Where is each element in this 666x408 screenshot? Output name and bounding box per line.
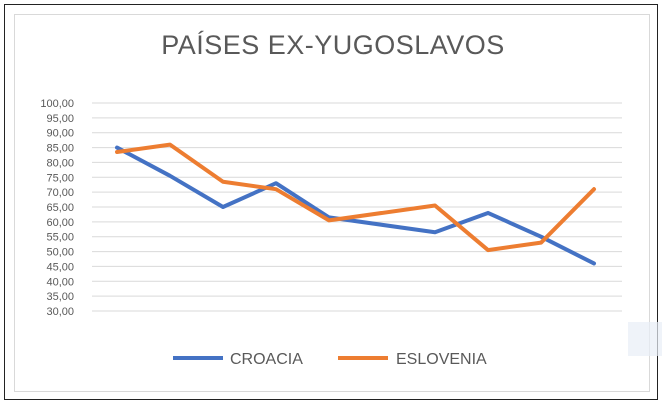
y-tick-label: 100,00 — [40, 98, 74, 110]
y-tick-label: 55,00 — [46, 232, 74, 244]
legend-label: CROACIA — [230, 351, 303, 368]
chart-frame — [4, 4, 658, 400]
y-tick-label: 45,00 — [46, 261, 74, 273]
y-tick-label: 80,00 — [46, 157, 74, 169]
legend-item-croacia: CROACIA — [173, 351, 303, 368]
legend: CROACIA ESLOVENIA — [173, 351, 487, 368]
y-tick-label: 65,00 — [46, 202, 74, 214]
chart-title: PAÍSES EX-YUGOSLAVOS — [161, 30, 505, 60]
y-axis-tick-labels: 100,00 95,00 90,00 85,00 80,00 75,00 70,00 65,0… — [40, 98, 74, 318]
y-tick-label: 95,00 — [46, 113, 74, 125]
legend-item-eslovenia: ESLOVENIA — [338, 351, 487, 368]
y-tick-label: 35,00 — [46, 291, 74, 303]
y-tick-label: 70,00 — [46, 187, 74, 199]
y-tick-label: 40,00 — [46, 276, 74, 288]
y-tick-label: 30,00 — [46, 306, 74, 318]
y-tick-label: 85,00 — [46, 143, 74, 155]
y-tick-label: 90,00 — [46, 128, 74, 140]
chart-area-border — [14, 14, 650, 392]
y-tick-label: 60,00 — [46, 217, 74, 229]
legend-label: ESLOVENIA — [396, 351, 487, 368]
series-line-eslovenia — [115, 142, 596, 253]
y-tick-label: 50,00 — [46, 247, 74, 259]
series-lines — [115, 142, 596, 266]
y-tick-label: 75,00 — [46, 172, 74, 184]
blurred-overlay — [628, 322, 662, 356]
gridlines — [92, 102, 622, 312]
series-line-croacia — [115, 145, 596, 266]
